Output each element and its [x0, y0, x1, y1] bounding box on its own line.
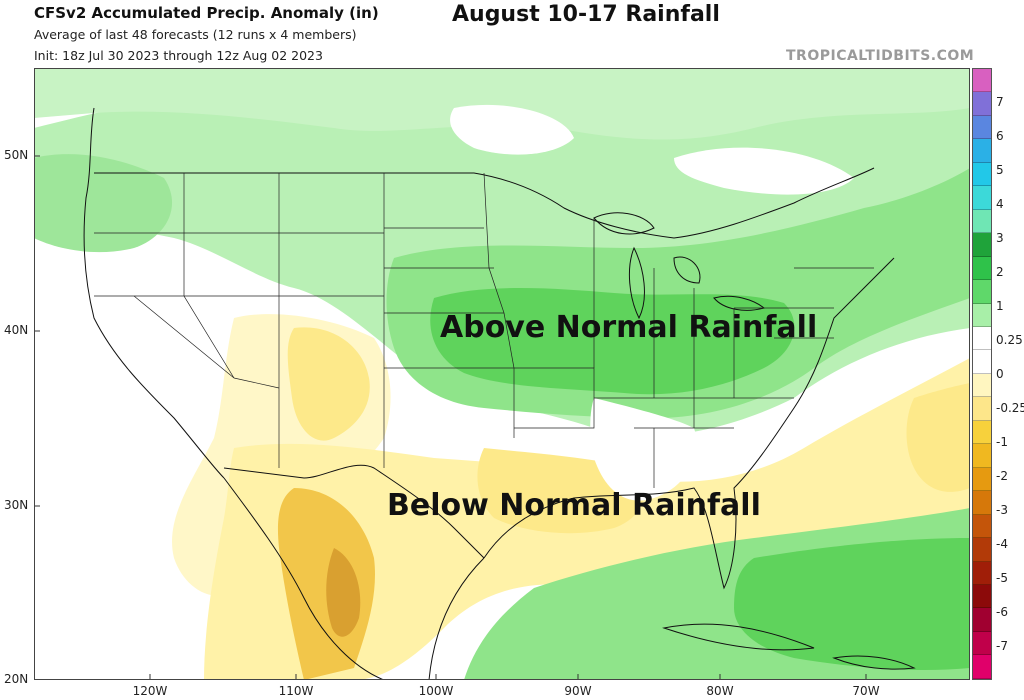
state-line — [183, 173, 235, 379]
colorbar-segment — [973, 491, 991, 515]
shade-orange-dark-mexico — [326, 548, 361, 637]
map-subtitle-ensemble: Average of last 48 forecasts (12 runs x … — [34, 27, 357, 42]
colorbar-label: -1 — [996, 435, 1008, 449]
lat-label-50n: 50N — [4, 148, 29, 162]
colorbar-segment — [973, 92, 991, 116]
state-line — [594, 397, 794, 488]
shade-green-pacnw — [34, 154, 173, 253]
colorbar-segment — [973, 350, 991, 374]
colorbar-label: 4 — [996, 197, 1004, 211]
watermark: TROPICALTIDBITS.COM — [786, 48, 975, 64]
colorbar-label: -7 — [996, 639, 1008, 653]
shade-white-canada — [674, 147, 854, 195]
colorbar-label: 1 — [996, 299, 1004, 313]
mexico-gulf-coast — [428, 557, 485, 680]
mexico-pacific-coast — [223, 477, 385, 680]
state-line — [593, 218, 735, 428]
colorbar-label: -3 — [996, 503, 1008, 517]
us-canada-border — [94, 167, 875, 239]
colorbar-segment — [973, 444, 991, 468]
cuba — [662, 623, 815, 651]
annotation-above-normal: Above Normal Rainfall — [440, 310, 818, 345]
map-subtitle-init: Init: 18z Jul 30 2023 through 12z Aug 02… — [34, 48, 323, 63]
colorbar-segment — [973, 256, 991, 281]
colorbar-label: -6 — [996, 605, 1008, 619]
state-line — [384, 227, 514, 369]
map-frame — [34, 68, 970, 680]
colorbar-label: 0 — [996, 367, 1004, 381]
colorbar-label: 3 — [996, 231, 1004, 245]
lat-label-20n: 20N — [4, 672, 29, 686]
lon-label-90w: 90W — [564, 684, 592, 698]
colorbar-segment — [973, 655, 991, 679]
us-mexico-border — [223, 464, 485, 559]
colorbar-segment — [973, 115, 991, 140]
headline-title: August 10-17 Rainfall — [452, 2, 720, 27]
lake-huron — [673, 256, 701, 284]
state-line — [734, 267, 874, 339]
colorbar-segment — [973, 514, 991, 539]
colorbar-label: -4 — [996, 537, 1008, 551]
colorbar-segment — [973, 69, 991, 93]
colorbar-segment — [973, 538, 991, 562]
colorbar-label: -0.25 — [996, 401, 1024, 415]
colorbar-segment — [973, 420, 991, 445]
west-coast — [83, 107, 225, 479]
map-title: CFSv2 Accumulated Precip. Anomaly (in) — [34, 4, 379, 22]
annotation-below-normal: Below Normal Rainfall — [387, 488, 761, 523]
shade-white-southeast — [590, 398, 697, 501]
colorbar — [972, 68, 992, 680]
lake-superior — [593, 212, 655, 235]
colorbar-segment — [973, 561, 991, 585]
colorbar-segment — [973, 326, 991, 351]
hispaniola — [832, 655, 916, 670]
anomaly-shading — [34, 68, 970, 680]
colorbar-segment — [973, 373, 991, 398]
lon-label-100w: 100W — [418, 684, 454, 698]
lon-label-120w: 120W — [132, 684, 168, 698]
shade-green-dark-caribbean — [734, 538, 970, 670]
colorbar-segment — [973, 631, 991, 656]
colorbar-label: 5 — [996, 163, 1004, 177]
gulf-atlantic-coast — [483, 257, 895, 590]
colorbar-segment — [973, 467, 991, 492]
shade-yellow-atlantic — [906, 383, 970, 492]
state-line — [483, 172, 515, 438]
colorbar-segment — [973, 397, 991, 421]
lat-label-30n: 30N — [4, 498, 29, 512]
shade-yellow-mid-4corners — [287, 327, 370, 441]
lon-label-80w: 80W — [706, 684, 734, 698]
colorbar-segment — [973, 162, 991, 187]
colorbar-label: 2 — [996, 265, 1004, 279]
colorbar-segment — [973, 233, 991, 257]
colorbar-segment — [973, 584, 991, 609]
colorbar-segment — [973, 303, 991, 327]
colorbar-segment — [973, 139, 991, 163]
colorbar-segment — [973, 186, 991, 210]
shade-green-light-top — [34, 68, 970, 140]
lat-label-40n: 40N — [4, 323, 29, 337]
colorbar-label: 0.25 — [996, 333, 1023, 347]
state-line — [133, 295, 280, 389]
colorbar-segment — [973, 280, 991, 304]
precip-anomaly-map — [34, 68, 970, 680]
shade-white-hudson — [450, 104, 574, 155]
colorbar-label: -2 — [996, 469, 1008, 483]
colorbar-label: 7 — [996, 95, 1004, 109]
colorbar-label: -5 — [996, 571, 1008, 585]
lon-label-110w: 110W — [278, 684, 314, 698]
colorbar-segment — [973, 608, 991, 632]
lake-michigan — [629, 246, 645, 320]
state-lines — [94, 172, 874, 488]
boundaries — [83, 107, 916, 680]
lon-label-70w: 70W — [852, 684, 880, 698]
map-svg — [34, 68, 970, 680]
colorbar-segment — [973, 209, 991, 234]
colorbar-label: 6 — [996, 129, 1004, 143]
